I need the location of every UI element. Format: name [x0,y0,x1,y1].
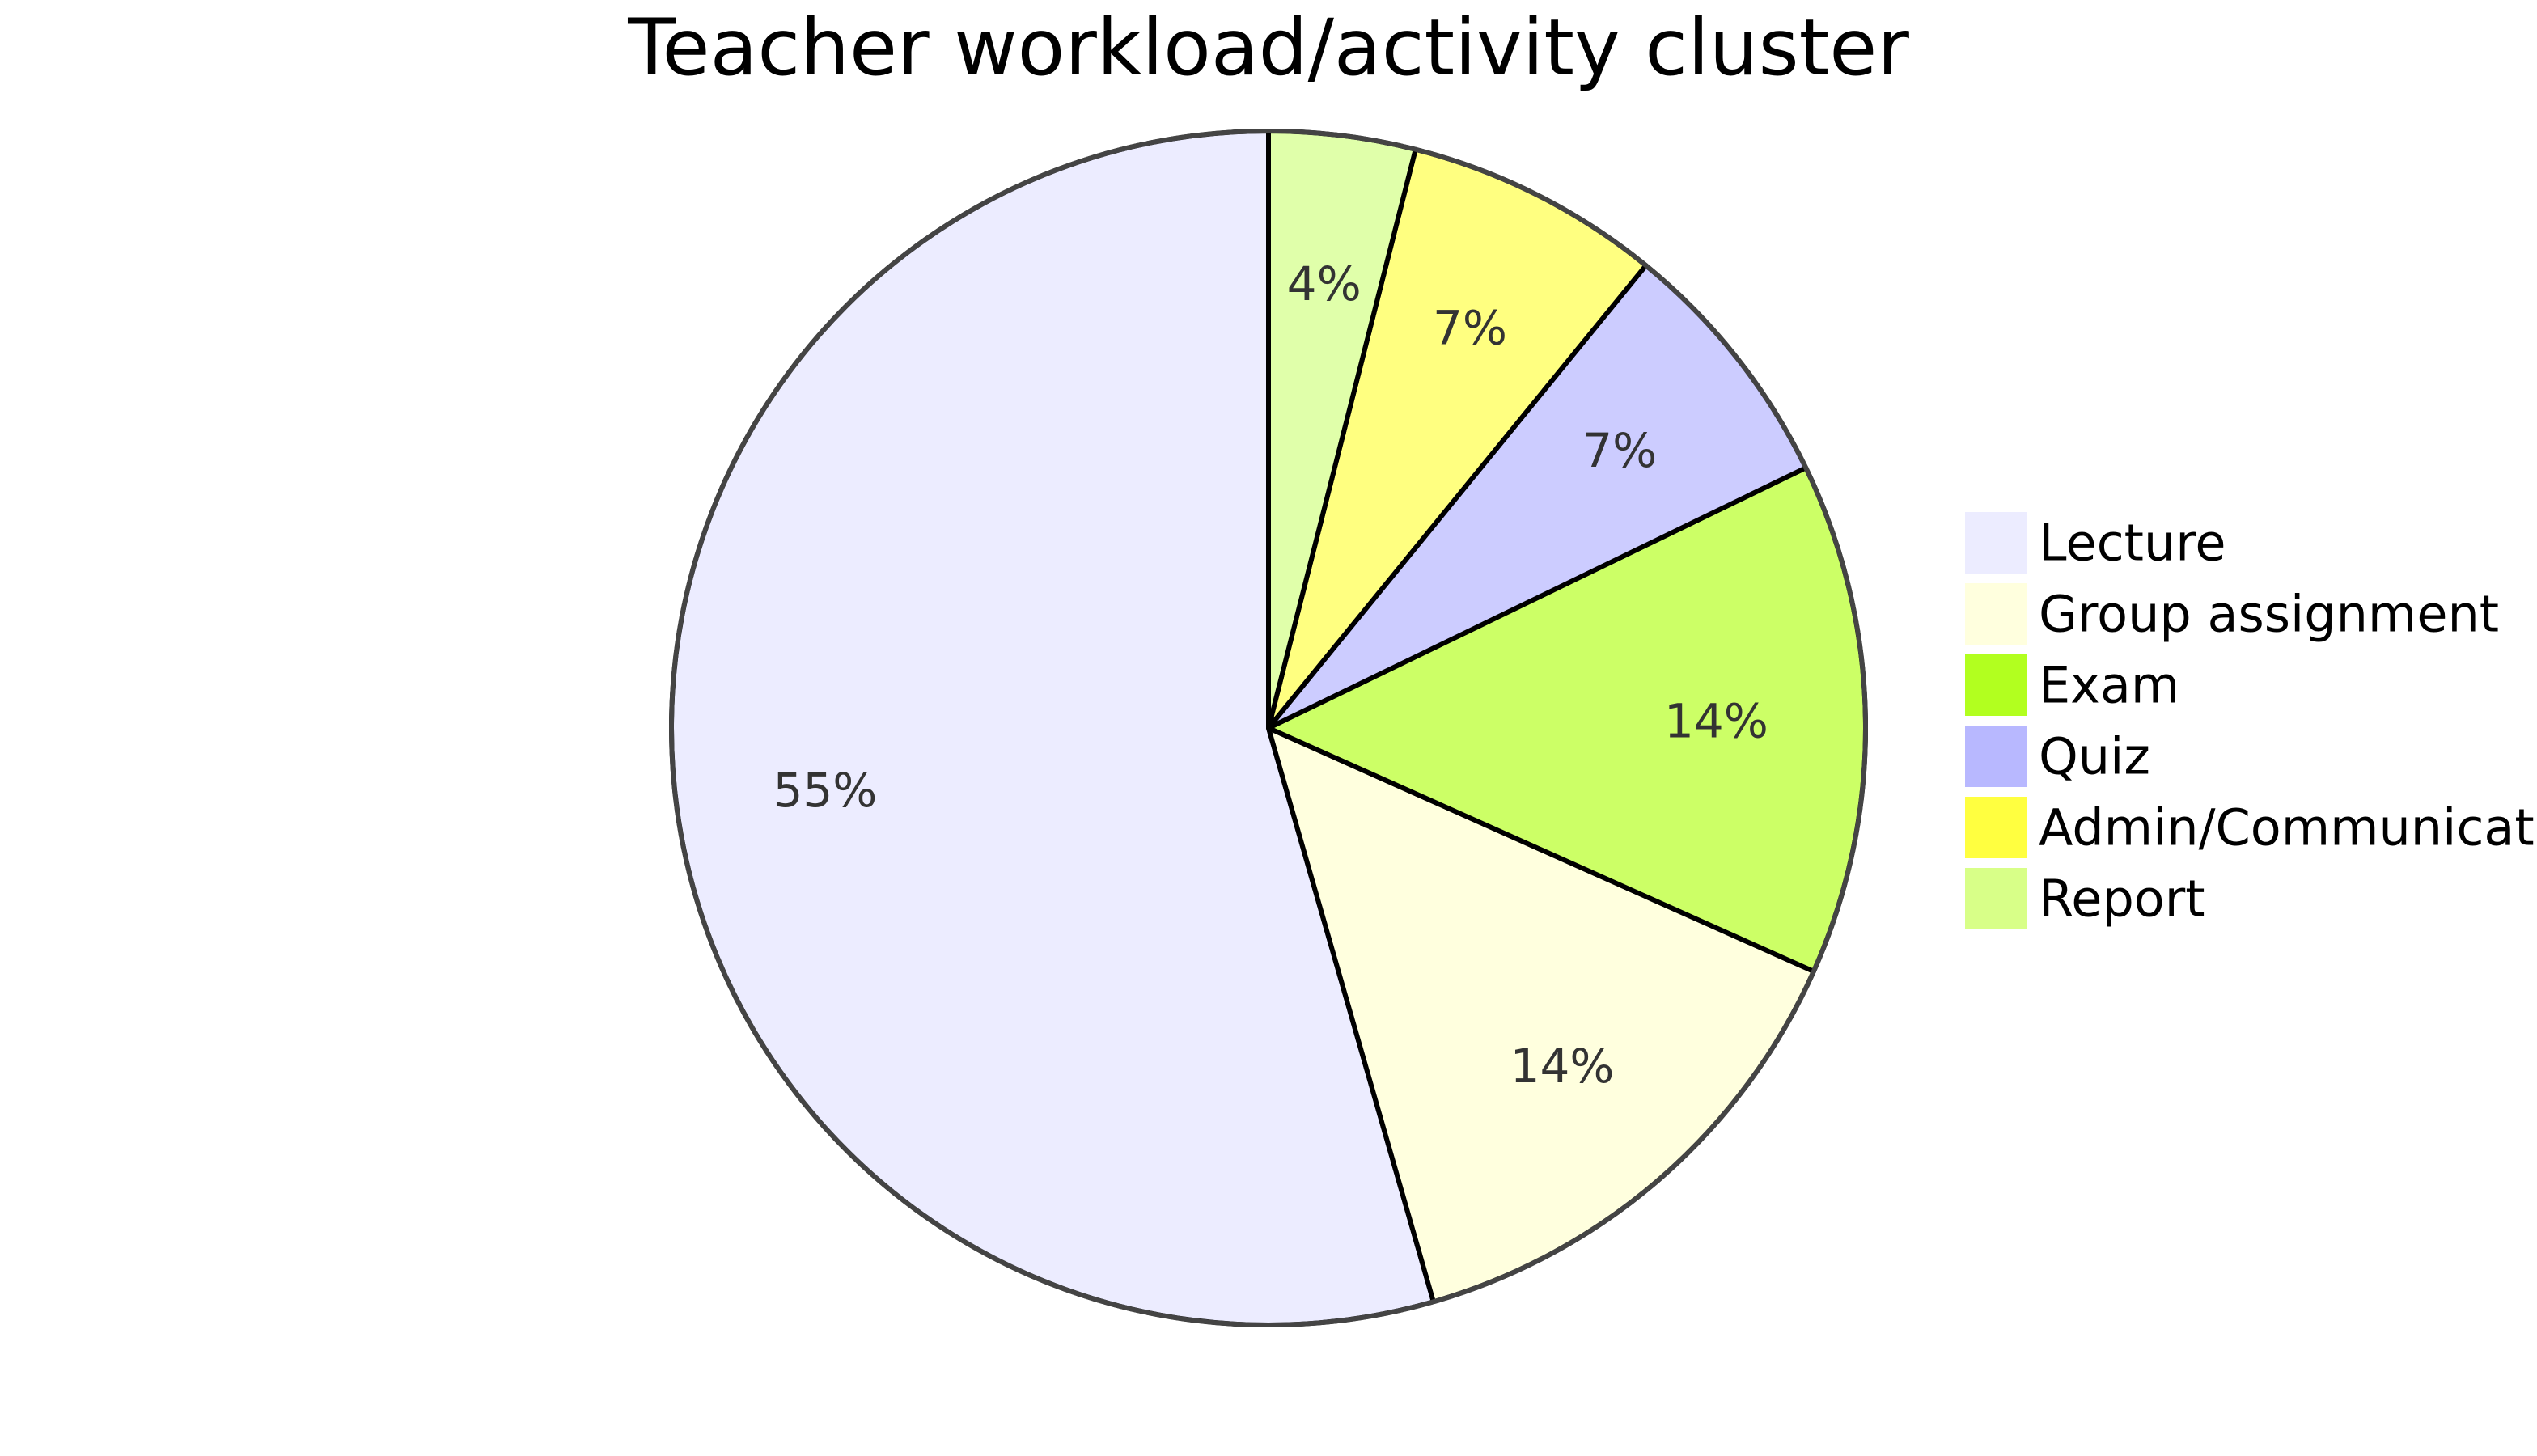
legend-label-report: Report [2039,870,2205,929]
slice-label-group-assignment: 14% [1510,1039,1615,1094]
legend-swatch-report [1965,868,2027,929]
slice-label-report: 4% [1287,256,1362,311]
legend: Lecture Group assignment Exam Quiz Admin/Com… [1965,512,2537,929]
legend-label-lecture: Lecture [2039,514,2226,573]
slice-label-exam: 14% [1664,693,1768,748]
slice-label-lecture: 55% [773,763,877,818]
slice-labels: 55% 14% 14% 7% 7% 4% [773,256,1768,1094]
slice-label-admin-communication: 7% [1433,301,1507,356]
slice-label-quiz: 7% [1582,423,1657,478]
legend-swatch-quiz [1965,726,2027,787]
legend-label-exam: Exam [2039,656,2179,715]
chart-title: Teacher workload/activity cluster [627,2,1909,93]
legend-swatch-admin-communication [1965,797,2027,858]
legend-label-admin-communication: Admin/Communication [2039,798,2537,857]
legend-label-quiz: Quiz [2039,727,2150,786]
legend-swatch-exam [1965,654,2027,716]
legend-swatch-group-assignment [1965,583,2027,645]
legend-label-group-assignment: Group assignment [2039,585,2499,644]
pie-outline [669,129,1868,1327]
legend-swatch-lecture [1965,512,2027,574]
